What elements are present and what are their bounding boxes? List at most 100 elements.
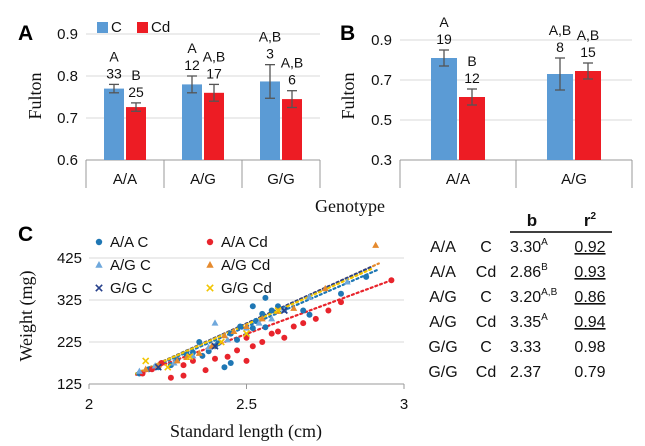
b-significance-letter: A <box>439 14 449 30</box>
b-sample-count: 19 <box>436 31 452 47</box>
a-bar-c <box>260 81 280 160</box>
point-g-g-cd <box>217 338 225 346</box>
point-a-a-cd <box>312 315 319 322</box>
table-cell-genotype: G/G <box>428 339 457 356</box>
a-error-bar <box>187 75 197 94</box>
legend-marker-a-a-cd <box>206 238 214 246</box>
point-g-g-cd <box>142 357 150 365</box>
b-sample-count: 12 <box>464 70 480 86</box>
table-cell-r2: 0.92 <box>574 239 605 256</box>
a-y-tick-label: 0.8 <box>57 68 78 85</box>
point-a-g-cd <box>372 241 380 248</box>
point-a-a-c <box>306 311 313 318</box>
legend-marker-g-g-cd <box>206 284 214 292</box>
b-bar-cd <box>459 97 485 160</box>
point-a-g-c <box>224 336 232 343</box>
point-a-g-cd <box>258 315 266 322</box>
point-a-a-cd <box>268 330 275 337</box>
point-a-a-c <box>268 307 275 314</box>
a-error-bar <box>131 102 141 112</box>
a-error-bar <box>265 64 275 99</box>
table-row: G/G C 3.33 0.98 <box>428 339 605 356</box>
point-g-g-c <box>154 363 162 371</box>
table-cell-genotype: A/A <box>430 264 456 281</box>
point-g-g-cd <box>164 363 172 371</box>
point-a-g-c <box>306 293 313 300</box>
table-cell-genotype: A/A <box>430 239 456 256</box>
c-x-tick-label: 2 <box>85 396 93 413</box>
b-x-tick-label: A/A <box>446 171 470 188</box>
panel-c-y-axis-title: Weight (mg) <box>16 270 37 361</box>
panel-b-y-axis-title: Fulton <box>338 72 358 119</box>
b-bar-cd <box>575 71 601 160</box>
table-cell-b: 2.86B <box>510 262 548 281</box>
legend-marker-a-g-c <box>95 260 103 268</box>
panel-a-y-axis-title: Fulton <box>25 72 45 119</box>
a-x-tick-label: A/G <box>190 171 216 188</box>
table-cell-treatment: Cd <box>476 364 496 381</box>
a-bar-c <box>104 88 124 160</box>
b-error-bar <box>555 57 565 91</box>
table-cell-b: 2.37 <box>510 364 541 381</box>
a-error-bar <box>209 83 219 102</box>
point-a-g-c <box>343 278 351 285</box>
panel-c-x-axis-title: Standard length (cm) <box>170 421 322 442</box>
b-error-bar <box>583 62 593 80</box>
c-y-tick-label: 425 <box>57 250 82 267</box>
a-significance-letter: B <box>131 67 140 83</box>
point-g-g-cd <box>274 306 282 315</box>
table-cell-r2: 0.94 <box>574 314 605 331</box>
table-cell-r2: 0.79 <box>574 364 605 381</box>
panel-b-label: B <box>340 22 355 45</box>
table-cell-b: 3.30A <box>510 237 548 256</box>
point-a-g-c <box>211 319 219 326</box>
point-a-a-c <box>338 290 344 297</box>
point-a-g-cd <box>321 284 329 292</box>
point-a-a-c <box>234 336 241 343</box>
point-a-a-cd <box>338 299 344 306</box>
point-a-g-cd <box>195 349 203 356</box>
point-a-a-cd <box>275 328 281 335</box>
point-a-a-c <box>237 323 244 330</box>
point-a-g-cd <box>221 331 228 339</box>
c-y-tick-label: 225 <box>57 334 82 351</box>
point-g-g-cd <box>186 353 194 361</box>
point-a-a-cd <box>202 367 209 374</box>
b-y-tick-label: 0.7 <box>371 72 392 89</box>
point-a-a-cd <box>290 323 297 330</box>
point-a-a-cd <box>388 277 395 284</box>
b-sample-count: 15 <box>580 44 596 60</box>
table-cell-treatment: Cd <box>476 264 496 281</box>
a-sample-count: 33 <box>106 65 122 81</box>
b-y-tick-label: 0.9 <box>371 32 392 49</box>
table-cell-r2: 0.86 <box>574 289 605 306</box>
point-a-g-cd <box>142 365 150 372</box>
point-g-g-cd <box>242 330 251 338</box>
legend-marker-a-g-cd <box>206 260 214 268</box>
table-row: A/G C 3.20A,B 0.86 <box>429 287 605 306</box>
panel-a-label: A <box>18 22 33 45</box>
a-significance-letter: A <box>187 40 197 56</box>
point-a-g-cd <box>290 304 298 311</box>
table-cell-genotype: A/G <box>429 289 457 306</box>
point-a-a-c <box>275 303 281 310</box>
table-cell-genotype: A/G <box>429 314 457 331</box>
a-y-tick-label: 0.9 <box>57 26 78 43</box>
point-g-g-c <box>211 342 219 350</box>
b-sample-count: 8 <box>556 39 564 55</box>
point-a-a-cd <box>224 353 231 360</box>
a-y-tick-label: 0.7 <box>57 110 78 127</box>
table-cell-b: 3.20A,B <box>510 287 558 306</box>
legend-label-a-g-cd: A/G Cd <box>221 257 270 274</box>
b-x-tick-label: A/G <box>561 171 587 188</box>
a-significance-letter: A,B <box>259 29 282 45</box>
c-y-tick-label: 325 <box>57 292 82 309</box>
table-row: G/G Cd 2.37 0.79 <box>428 364 605 381</box>
a-bar-cd <box>126 107 146 160</box>
a-x-tick-label: G/G <box>267 171 295 188</box>
a-bar-cd <box>204 92 224 160</box>
point-a-a-cd <box>243 357 250 364</box>
point-a-a-cd <box>300 320 307 327</box>
point-a-a-c <box>221 364 228 371</box>
